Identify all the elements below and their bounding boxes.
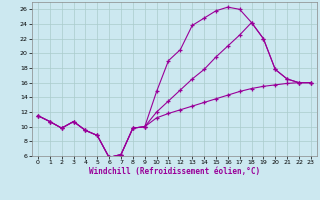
X-axis label: Windchill (Refroidissement éolien,°C): Windchill (Refroidissement éolien,°C) [89, 167, 260, 176]
